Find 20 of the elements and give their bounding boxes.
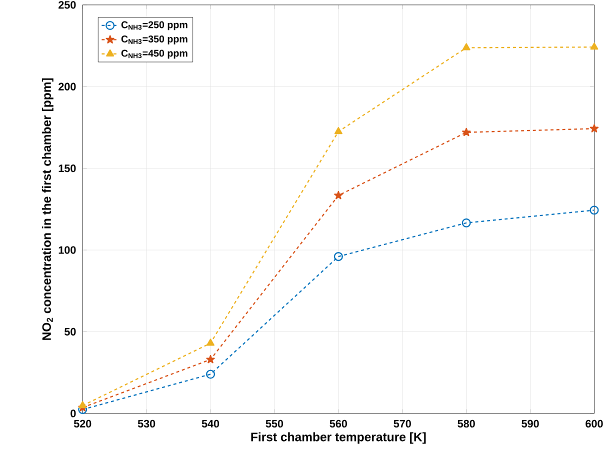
y-tick-label: 50: [64, 328, 76, 336]
legend-label: C$_{NH3}$=250 ppm: [121, 21, 188, 30]
legend-label: C$_{NH3}$=350 ppm: [121, 35, 188, 44]
x-tick-label: 520: [74, 420, 92, 428]
y-tick-label: 150: [58, 164, 76, 172]
x-tick-label: 530: [138, 420, 156, 428]
y-tick-label: 250: [58, 0, 76, 9]
x-tick-label: 560: [330, 420, 347, 428]
x-tick-label: 570: [394, 420, 411, 428]
y-tick-label: 200: [58, 82, 76, 90]
x-tick-label: 550: [266, 420, 284, 428]
x-tick-label: 600: [586, 420, 603, 428]
y-tick-label: 100: [58, 246, 76, 254]
x-tick-label: 590: [522, 420, 539, 428]
y-axis-title: NO$_{2}$ concentration in the first chamber [ppm]: [42, 78, 54, 340]
x-tick-label: 540: [202, 420, 220, 428]
y-tick-label: 0: [70, 409, 76, 418]
legend-label: C$_{NH3}$=450 ppm: [121, 50, 188, 58]
x-tick-label: 580: [458, 420, 475, 428]
x-axis-title: First chamber temperature [K]: [251, 432, 426, 444]
